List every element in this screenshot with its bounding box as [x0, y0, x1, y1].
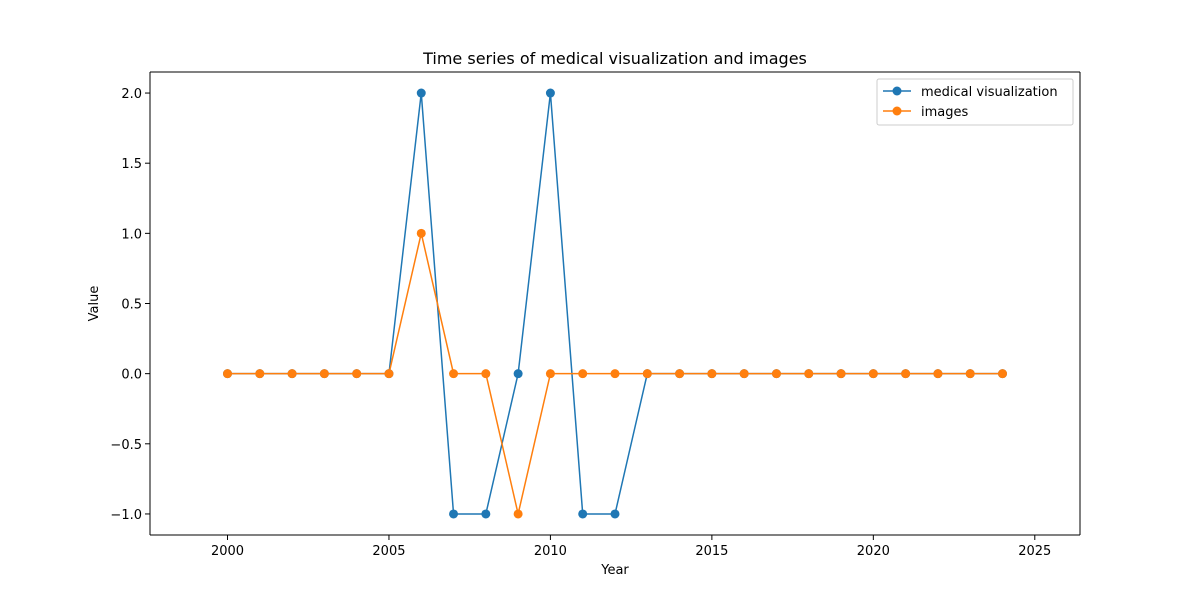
data-point-images-2006: [416, 228, 426, 238]
x-tick-label-2010: 2010: [534, 544, 567, 559]
x-tick-label-2025: 2025: [1018, 544, 1051, 559]
legend-box: [876, 78, 1074, 126]
data-point-images-2011: [578, 369, 588, 379]
data-point-medical-visualization-2006: [416, 88, 426, 98]
legend-entry-images: images: [883, 105, 968, 120]
data-point-images-2012: [610, 369, 620, 379]
y-tick-label-4: 1.0: [121, 227, 142, 242]
data-point-medical-visualization-2008: [481, 509, 491, 519]
data-point-images-2016: [739, 369, 749, 379]
data-point-medical-visualization-2007: [449, 509, 459, 519]
series-images: [223, 228, 1007, 519]
data-point-images-2002: [287, 369, 297, 379]
data-point-images-2013: [642, 369, 652, 379]
x-tick-label-2005: 2005: [372, 544, 405, 559]
y-tick-label-3: 0.5: [121, 298, 142, 313]
series-layer: [223, 88, 1007, 519]
data-point-images-2000: [223, 369, 232, 379]
data-point-images-2024: [998, 369, 1007, 379]
y-axis-label: Value: [87, 286, 102, 322]
data-point-images-2005: [384, 369, 394, 379]
x-tick-label-2015: 2015: [695, 544, 728, 559]
data-point-images-2007: [449, 369, 459, 379]
chart-title: Time series of medical visualization and…: [422, 49, 807, 68]
x-tick-label-2000: 2000: [211, 544, 244, 559]
data-point-medical-visualization-2010: [545, 88, 555, 98]
data-point-images-2023: [965, 369, 975, 379]
legend-marker-images: [892, 106, 902, 116]
data-point-images-2008: [481, 369, 491, 379]
x-axis-label: Year: [600, 563, 629, 578]
data-point-medical-visualization-2011: [578, 509, 588, 519]
data-point-images-2003: [319, 369, 329, 379]
data-point-images-2015: [707, 369, 717, 379]
y-tick-label-5: 1.5: [121, 157, 142, 172]
y-axis: −1.0 −0.5 0.0 0.5 1.0 1.5 2.0: [110, 87, 150, 523]
legend-label-images: images: [921, 105, 968, 120]
y-tick-label-2: 0.0: [121, 368, 142, 383]
data-point-medical-visualization-2012: [610, 509, 620, 519]
data-point-images-2010: [545, 369, 555, 379]
legend-label-medical-visualization: medical visualization: [921, 85, 1058, 100]
data-point-images-2017: [771, 369, 781, 379]
x-tick-label-2020: 2020: [857, 544, 890, 559]
data-point-images-2018: [804, 369, 814, 379]
data-point-images-2009: [513, 509, 523, 519]
data-point-images-2014: [675, 369, 685, 379]
y-tick-label-6: 2.0: [121, 87, 142, 102]
legend-marker-medical-visualization: [892, 86, 902, 96]
data-point-images-2001: [255, 369, 265, 379]
legend-entry-medical-visualization: medical visualization: [883, 85, 1058, 100]
data-point-medical-visualization-2009: [513, 369, 523, 379]
data-point-images-2022: [933, 369, 943, 379]
plot-area: [150, 72, 1080, 535]
y-tick-label-1: −0.5: [110, 438, 142, 453]
legend: medical visualization images: [876, 78, 1074, 126]
data-point-images-2019: [836, 369, 846, 379]
data-point-images-2020: [868, 369, 878, 379]
y-tick-label-0: −1.0: [110, 508, 142, 523]
data-point-images-2004: [352, 369, 362, 379]
x-axis: 2000 2005 2010 2015 2020 2025: [211, 535, 1051, 559]
data-point-images-2021: [901, 369, 911, 379]
